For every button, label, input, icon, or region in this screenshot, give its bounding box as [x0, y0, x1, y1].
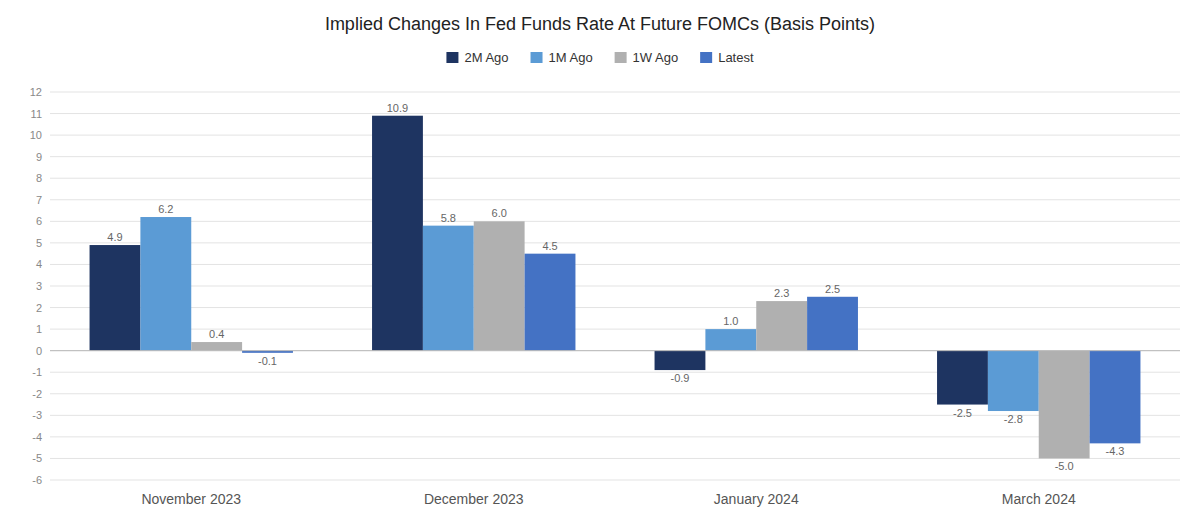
data-label: -2.8	[1004, 413, 1023, 425]
data-label: 0.4	[209, 328, 224, 340]
bar	[1090, 351, 1141, 444]
x-tick-label: March 2024	[1002, 491, 1076, 507]
chart-container: Implied Changes In Fed Funds Rate At Fut…	[0, 0, 1200, 522]
y-tick-label: 1	[36, 323, 42, 335]
bar	[937, 351, 988, 405]
grid-line	[50, 286, 1180, 287]
grid-line	[50, 113, 1180, 114]
y-tick-label: 10	[30, 129, 42, 141]
bar	[807, 297, 858, 351]
legend-swatch	[446, 52, 458, 63]
bars	[90, 116, 1141, 459]
y-tick-label: 8	[36, 172, 42, 184]
bar	[988, 351, 1039, 411]
data-label: -4.3	[1106, 445, 1125, 457]
legend-item: Latest	[700, 50, 754, 65]
y-tick-label: 12	[30, 86, 42, 98]
y-tick-label: 3	[36, 280, 42, 292]
legend-item: 1W Ago	[615, 50, 679, 65]
title: Implied Changes In Fed Funds Rate At Fut…	[325, 14, 875, 34]
bar	[525, 254, 576, 351]
y-tick-label: 7	[36, 194, 42, 206]
grid-line	[50, 199, 1180, 200]
x-tick-label: November 2023	[141, 491, 241, 507]
y-tick-label: 5	[36, 237, 42, 249]
legend-label: 1M Ago	[549, 50, 593, 65]
y-tick-label: 4	[36, 258, 42, 270]
background	[0, 0, 1200, 522]
data-label: 1.0	[723, 315, 738, 327]
grid-line	[50, 264, 1180, 265]
chart-svg: Implied Changes In Fed Funds Rate At Fut…	[0, 0, 1200, 522]
y-tick-label: 9	[36, 151, 42, 163]
data-label: 6.2	[158, 203, 173, 215]
legend-label: Latest	[718, 50, 754, 65]
bar	[756, 301, 807, 351]
x-tick-label: December 2023	[424, 491, 524, 507]
legend-swatch	[700, 52, 712, 63]
y-tick-label: -4	[32, 431, 42, 443]
grid-line	[50, 458, 1180, 459]
data-label: 5.8	[441, 212, 456, 224]
legend-swatch	[531, 52, 543, 63]
zero-line	[50, 350, 1180, 351]
bar	[191, 342, 242, 351]
x-tick-label: January 2024	[714, 491, 799, 507]
data-label: 4.5	[542, 240, 557, 252]
bar	[423, 226, 474, 351]
grid-line	[50, 156, 1180, 157]
grid-line	[50, 307, 1180, 308]
data-label: 4.9	[107, 231, 122, 243]
bar	[372, 116, 423, 351]
grid	[50, 92, 1180, 480]
legend-item: 1M Ago	[531, 50, 593, 65]
legend-label: 2M Ago	[464, 50, 508, 65]
bar	[140, 217, 191, 351]
grid-line	[50, 178, 1180, 179]
y-tick-label: -3	[32, 409, 42, 421]
y-tick-label: -6	[32, 474, 42, 486]
data-label: 10.9	[387, 102, 408, 114]
grid-line	[50, 135, 1180, 136]
grid-line	[50, 436, 1180, 437]
legend-item: 2M Ago	[446, 50, 508, 65]
data-label: -2.5	[953, 407, 972, 419]
y-tick-labels: -6-5-4-3-2-10123456789101112	[30, 86, 42, 486]
bar	[705, 329, 756, 351]
legend-swatch	[615, 52, 627, 63]
bar	[655, 351, 706, 370]
x-tick-labels: November 2023 December 2023 January 2024 Ma…	[141, 491, 1075, 507]
grid-line	[50, 221, 1180, 222]
grid-line	[50, 480, 1180, 481]
y-tick-label: 2	[36, 302, 42, 314]
y-tick-label: -1	[32, 366, 42, 378]
data-labels: 4.9 10.9 -0.9 -2.5 6.2 5.8 1.0 -2.8 0.4 6.0 2.3 -5.…	[107, 102, 1124, 473]
data-label: 6.0	[492, 207, 507, 219]
y-tick-label: 0	[36, 345, 42, 357]
data-label: -0.1	[258, 355, 277, 367]
y-tick-label: -2	[32, 388, 42, 400]
legend: 2M Ago 1M Ago 1W Ago Latest	[446, 50, 754, 65]
data-label: 2.3	[774, 287, 789, 299]
legend-label: 1W Ago	[633, 50, 679, 65]
y-tick-label: 11	[31, 108, 42, 120]
data-label: -5.0	[1055, 460, 1074, 472]
grid-line	[50, 92, 1180, 93]
grid-line	[50, 350, 1180, 351]
y-tick-label: 6	[36, 215, 42, 227]
data-label: -0.9	[670, 372, 689, 384]
grid-line	[50, 242, 1180, 243]
bar	[474, 221, 525, 350]
bar	[90, 245, 141, 351]
y-tick-label: -5	[32, 452, 42, 464]
bar	[1039, 351, 1090, 459]
data-label: 2.5	[825, 283, 840, 295]
